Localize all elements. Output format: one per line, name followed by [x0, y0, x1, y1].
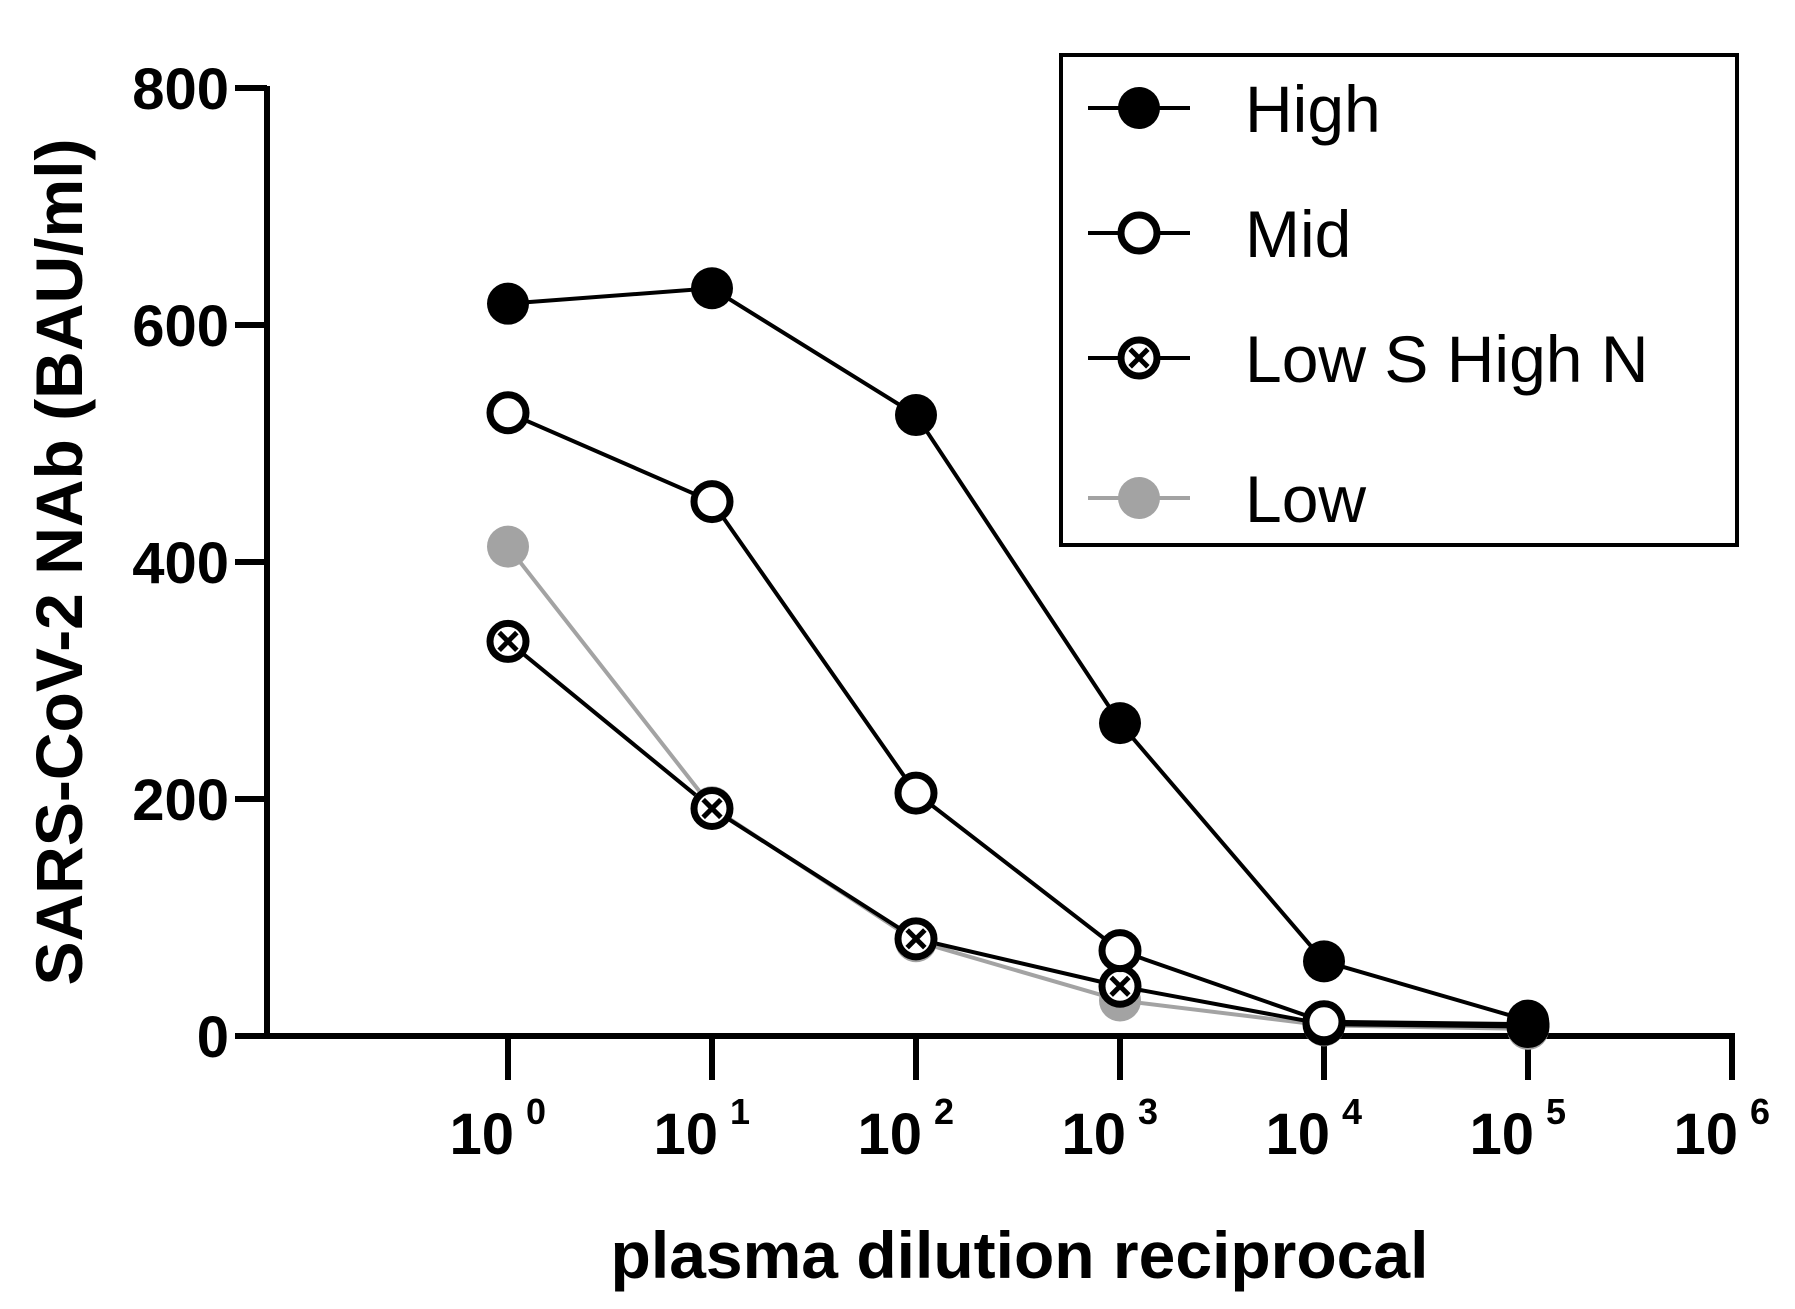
x-tick-exponent: 6 — [1750, 1091, 1770, 1132]
legend-label-mid: Mid — [1245, 197, 1351, 271]
data-point-mid — [690, 480, 734, 524]
x-tick-exponent: 5 — [1546, 1091, 1566, 1132]
x-tick-exponent: 3 — [1138, 1091, 1158, 1132]
legend-box — [1059, 53, 1739, 547]
x-tick-label: 10 — [449, 1102, 514, 1167]
data-point-low-s-high-n-cross-b — [497, 630, 519, 652]
x-tick-label: 10 — [653, 1102, 718, 1167]
y-tick-label: 200 — [132, 768, 229, 833]
data-point-mid — [894, 771, 938, 815]
data-point-high — [1099, 702, 1141, 745]
legend-label-high: High — [1245, 72, 1381, 146]
x-tick-label: 10 — [1673, 1102, 1738, 1167]
x-tick-label: 10 — [1265, 1102, 1330, 1167]
y-tick-label: 400 — [132, 531, 229, 596]
data-point-high — [487, 282, 529, 325]
legend-label-low-s-high-n: Low S High N — [1245, 322, 1649, 396]
data-point-high — [895, 394, 937, 437]
series-line-low-s-high-n — [506, 639, 1529, 1029]
x-tick-exponent: 0 — [526, 1091, 546, 1132]
x-tick-label: 10 — [1469, 1102, 1534, 1167]
legend-marker-low-s-high-n-cross-b — [1128, 347, 1150, 369]
data-point-high — [1303, 940, 1345, 983]
data-point-high — [691, 267, 733, 310]
y-tick-label: 0 — [197, 1005, 229, 1070]
data-point-low-s-high-n-cross-b — [701, 797, 723, 820]
x-tick-exponent: 1 — [730, 1091, 750, 1132]
legend-marker-high — [1118, 87, 1160, 129]
y-axis-title: SARS-CoV-2 NAb (BAU/ml) — [22, 138, 96, 985]
data-point-mid — [1098, 929, 1142, 973]
legend-marker-low — [1118, 477, 1160, 519]
legend-label-low: Low — [1245, 462, 1366, 536]
data-point-low-s-high-n-cross-b — [1109, 975, 1131, 997]
x-axis-title: plasma dilution reciprocal — [611, 1218, 1429, 1292]
y-tick-label: 800 — [132, 57, 229, 122]
x-tick-label: 10 — [1061, 1102, 1126, 1167]
series-line-mid — [507, 410, 1529, 1027]
y-tick-label: 600 — [132, 294, 229, 359]
series-line-low — [506, 545, 1529, 1031]
data-point-low — [487, 525, 529, 568]
data-point-low-s-high-n-cross-b — [905, 928, 927, 950]
data-point-mid — [486, 391, 530, 435]
legend-marker-mid — [1117, 211, 1161, 255]
x-tick-exponent: 2 — [934, 1091, 954, 1132]
series-line-high — [507, 286, 1529, 1023]
x-tick-label: 10 — [857, 1102, 922, 1167]
x-tick-exponent: 4 — [1342, 1091, 1362, 1132]
data-point-mid — [1302, 1000, 1346, 1044]
data-point-high — [1507, 999, 1549, 1042]
